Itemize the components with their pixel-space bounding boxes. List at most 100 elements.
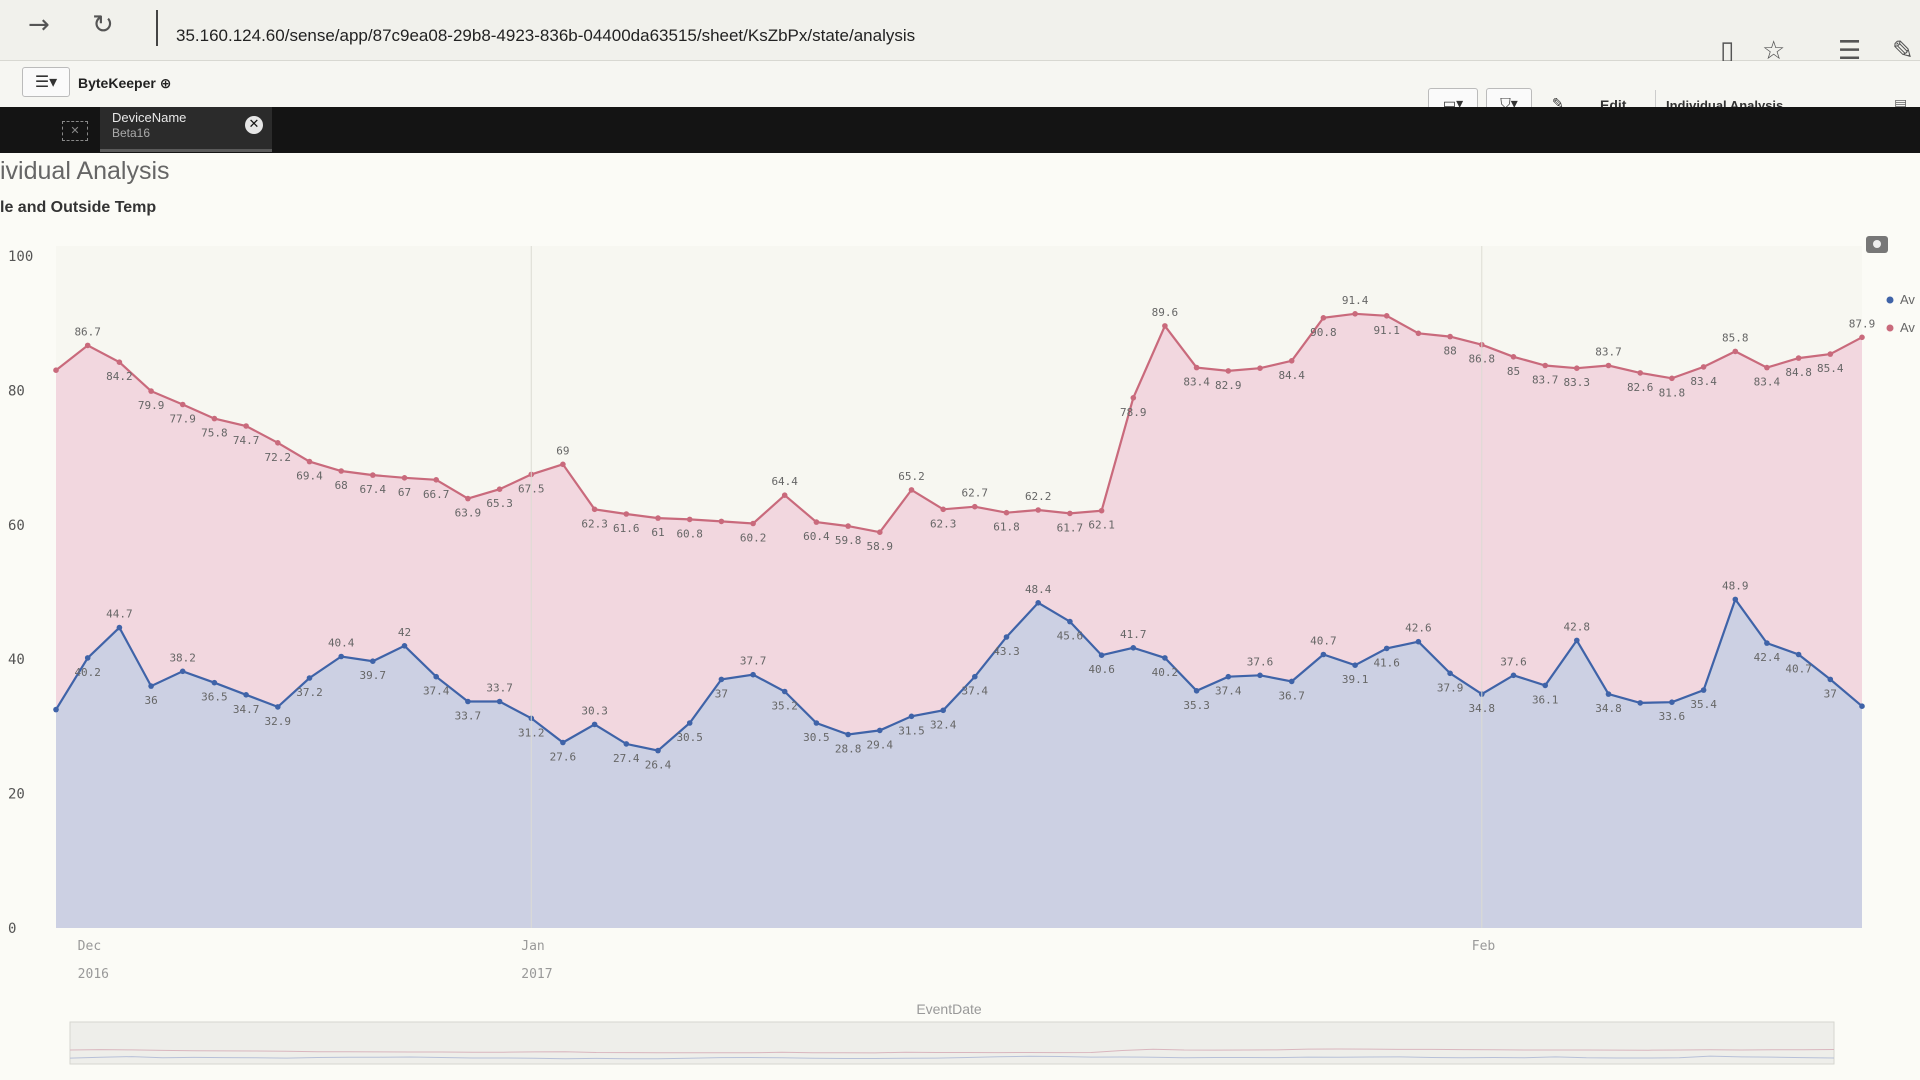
data-point [401,475,408,481]
data-label: 36.1 [1532,693,1559,706]
data-point [148,388,154,394]
data-point [465,495,471,502]
data-label: 75.8 [201,427,228,440]
data-label: 30.3 [581,704,608,717]
data-label: 85 [1507,365,1520,378]
data-point [750,520,756,527]
clear-selection-icon[interactable]: ✕ [245,116,263,134]
data-label: 84.8 [1785,366,1812,379]
app-toolbar: ☰▾ ByteKeeper ⊕ [0,61,1920,108]
reading-view-icon[interactable]: ▯ [1720,36,1735,66]
data-point [116,359,123,366]
data-label: 83.4 [1183,376,1210,389]
data-label: 33.6 [1659,710,1686,723]
data-point [560,461,566,468]
data-label: 27.6 [550,751,577,764]
data-label: 87.9 [1849,317,1876,330]
data-label: 37.9 [1437,681,1464,694]
data-label: 68 [335,479,348,492]
chart-title: le and Outside Temp [0,199,157,216]
data-point [1288,678,1295,685]
y-tick-label: 40 [8,652,25,668]
data-label: 60.4 [803,530,830,543]
data-point [1288,358,1295,364]
legend-marker [1886,296,1894,304]
clear-all-selections-icon[interactable]: ✕ [62,121,88,141]
data-point [179,668,186,675]
data-label: 37.2 [296,686,323,699]
data-label: 41.7 [1120,628,1147,641]
data-label: 26.4 [645,759,672,772]
data-label: 85.4 [1817,362,1844,375]
data-label: 69.4 [296,470,323,483]
data-label: 79.9 [138,399,165,412]
series-0-line [55,312,1863,534]
data-point [1669,699,1675,705]
sheet-title: ividual Analysis [0,157,170,185]
x-tick-sublabel: 2017 [521,967,552,982]
data-point [1067,618,1073,625]
snapshot-camera-icon[interactable] [1866,236,1888,253]
list-menu-button[interactable]: ☰▾ [22,67,70,97]
data-point [1415,638,1422,645]
data-label: 90.8 [1310,326,1337,339]
list-menu-icon: ☰▾ [34,72,58,91]
data-point [1257,672,1263,679]
hub-menu-icon[interactable]: ☰ [1838,36,1862,66]
data-point [1732,596,1739,603]
data-point [813,720,820,726]
data-label: 35.3 [1183,699,1210,712]
data-point [623,511,630,517]
data-label: 37 [715,687,728,700]
data-point [1162,323,1168,329]
data-label: 61.7 [1057,521,1084,534]
data-point [84,655,91,661]
data-point [877,529,883,535]
data-point [718,676,725,683]
data-label: 86.7 [74,325,101,338]
series-1-line [55,597,1863,752]
forward-arrow-icon[interactable]: → [28,10,50,40]
data-point [908,487,915,493]
data-label: 65.2 [898,470,925,483]
data-label: 36.5 [201,691,228,704]
data-label: 65.3 [486,497,513,510]
data-label: 34.8 [1595,702,1622,715]
data-point [686,516,693,523]
data-label: 63.9 [455,507,482,520]
data-point [1795,355,1802,361]
address-bar[interactable]: 35.160.124.60/sense/app/87c9ea08-29b8-49… [176,26,916,45]
data-label: 69 [556,444,569,457]
x-tick-label: Feb [1472,939,1496,954]
selection-chip[interactable]: DeviceName Beta16 ✕ [100,107,272,152]
data-point [1193,364,1200,371]
data-point [1764,364,1770,371]
notes-icon[interactable]: ✎ [1892,36,1914,66]
data-point [623,741,630,747]
data-label: 44.7 [106,608,133,621]
reload-icon[interactable]: ↻ [92,10,114,40]
x-tick-label: Dec [78,939,101,954]
data-label: 37.7 [740,655,767,668]
data-point [1225,673,1232,680]
data-point [877,727,883,734]
data-label: 30.5 [803,731,830,744]
data-point [781,688,788,695]
y-tick-label: 80 [8,383,25,399]
star-icon[interactable]: ☆ [1762,36,1786,66]
y-tick-label: 20 [8,787,25,803]
legend-entry: Av [1900,320,1915,335]
data-label: 37.6 [1500,655,1527,668]
data-point [465,698,471,705]
data-label: 81.8 [1659,386,1686,399]
data-point [338,653,345,660]
data-label: 37.6 [1247,655,1274,668]
data-label: 41.6 [1373,656,1400,669]
selection-value: Beta16 [112,126,151,140]
pencil-icon: ✎ [1552,96,1564,112]
data-point [370,472,376,478]
data-label: 72.2 [265,451,292,464]
data-point [1130,395,1137,401]
data-label: 40.4 [328,637,355,650]
data-point [1447,670,1453,677]
